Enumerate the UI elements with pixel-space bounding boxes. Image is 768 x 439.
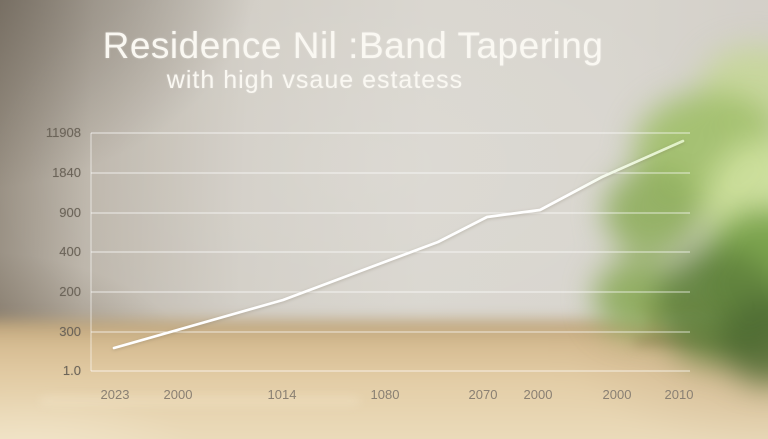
- x-axis-tick-label: 1014: [267, 387, 297, 402]
- x-axis-tick-label: 2000: [163, 387, 193, 402]
- y-axis-tick-label: 900: [59, 205, 81, 220]
- x-axis-tick-label: 2000: [602, 387, 632, 402]
- x-axis-tick-label: 2070: [468, 387, 498, 402]
- data-line: [112, 139, 685, 350]
- plant-leaf-blob: [604, 168, 700, 256]
- gridlines: [90, 132, 690, 372]
- y-axis-tick-label: 300: [59, 324, 81, 339]
- y-axis-tick-label: 400: [59, 244, 81, 259]
- x-axis-tick-label: 2010: [664, 387, 694, 402]
- x-axis-tick-label: 2023: [100, 387, 130, 402]
- x-axis-tick-label: 2000: [523, 387, 553, 402]
- y-axis-tick-label: 1840: [52, 165, 81, 180]
- desk-highlight: [40, 398, 360, 404]
- y-axis-tick-label: 200: [59, 284, 81, 299]
- x-axis-tick-label: 1080: [370, 387, 400, 402]
- y-axis-tick-label: 11908: [45, 125, 81, 140]
- desk-surface: [0, 320, 768, 439]
- y-axis-tick-label: 1.0: [62, 363, 81, 378]
